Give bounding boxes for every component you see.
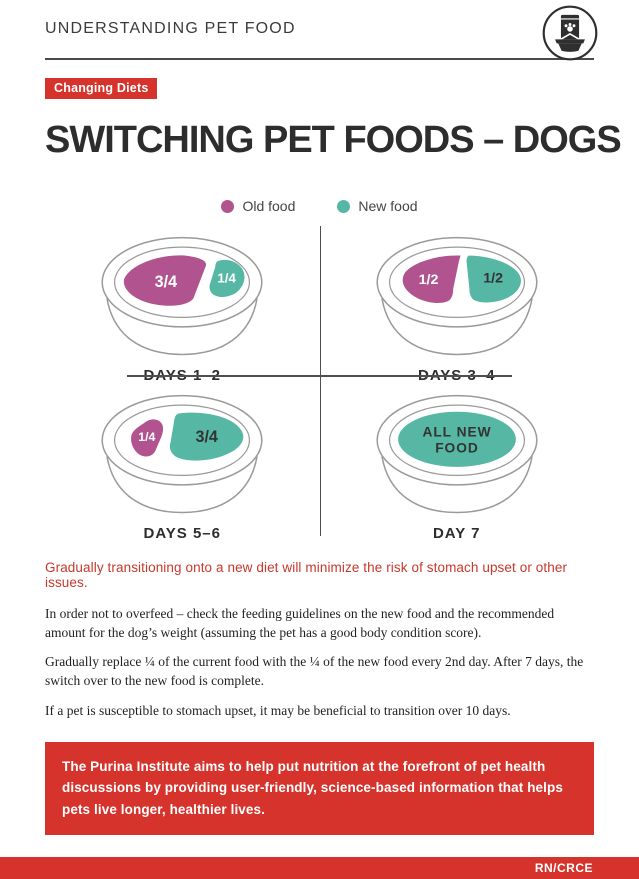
header-title: UNDERSTANDING PET FOOD xyxy=(45,20,296,37)
grid-divider-vertical xyxy=(319,226,321,536)
grid-divider-horizontal xyxy=(127,375,512,377)
legend-label: Old food xyxy=(242,198,296,214)
new-food-label-line1: ALL NEW xyxy=(422,424,491,439)
bowl-illustration: 1/2 1/2 xyxy=(376,236,538,356)
new-food-swatch-icon xyxy=(337,199,351,213)
legend-item-new-food: New food xyxy=(337,198,418,214)
bowl-illustration: ALL NEW FOOD xyxy=(376,394,538,514)
legend-item-old-food: Old food xyxy=(221,198,295,214)
paragraph: Gradually replace ¼ of the current food … xyxy=(45,654,584,689)
bowl-illustration: 1/4 3/4 xyxy=(101,394,263,514)
header-divider xyxy=(45,58,594,60)
old-food-swatch-icon xyxy=(221,199,235,213)
mission-statement-box: The Purina Institute aims to help put nu… xyxy=(45,741,594,835)
paragraph: If a pet is susceptible to stomach upset… xyxy=(45,702,511,718)
highlight-sentence: Gradually transitioning onto a new diet … xyxy=(45,560,568,590)
section-badge: Changing Diets xyxy=(45,78,158,99)
legend: Old food New food xyxy=(0,198,639,214)
bowl-days-3-4: 1/2 1/2 DAYS 3–4 xyxy=(320,226,595,384)
pet-food-bag-and-bowl-icon xyxy=(541,4,599,62)
old-food-fraction: 3/4 xyxy=(155,273,177,291)
bowl-day-7: ALL NEW FOOD DAY 7 xyxy=(320,384,595,542)
old-food-fraction: 1/4 xyxy=(139,430,156,444)
bowl-days-5-6: 1/4 3/4 DAYS 5–6 xyxy=(45,384,320,542)
bowl-caption: DAYS 5–6 xyxy=(143,525,221,542)
bowl-illustration: 3/4 1/4 xyxy=(101,236,263,356)
footer-code: RN/CRCE xyxy=(534,861,593,875)
legend-label: New food xyxy=(358,198,418,214)
bowl-diagram-grid: 3/4 1/4 DAYS 1–2 1/2 1/2 DAYS 3–4 xyxy=(45,226,595,542)
new-food-fraction: 3/4 xyxy=(196,428,218,446)
new-food-fraction: 1/4 xyxy=(218,270,237,285)
body-text: In order not to overfeed – check the fee… xyxy=(45,604,594,720)
page-title: SWITCHING PET FOODS – DOGS xyxy=(45,119,622,161)
header: UNDERSTANDING PET FOOD xyxy=(0,0,639,38)
new-food-fraction: 1/2 xyxy=(483,270,503,286)
new-food-label-line2: FOOD xyxy=(435,441,479,456)
footer-bar: RN/CRCE xyxy=(0,857,639,879)
paragraph: In order not to overfeed – check the fee… xyxy=(45,606,555,641)
bowl-days-1-2: 3/4 1/4 DAYS 1–2 xyxy=(45,226,320,384)
old-food-fraction: 1/2 xyxy=(418,272,438,288)
bowl-caption: DAY 7 xyxy=(432,525,481,542)
